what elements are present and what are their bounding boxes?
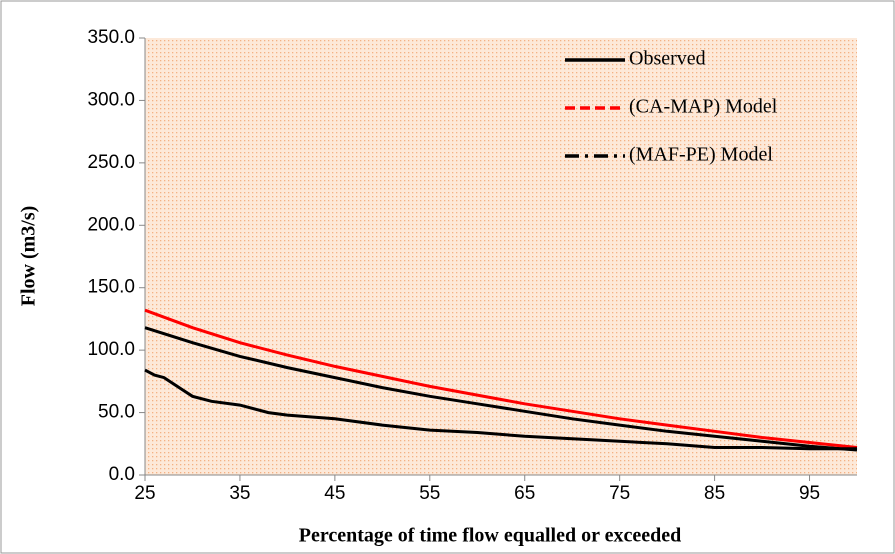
x-tick-label: 95	[799, 483, 820, 504]
x-tick-label: 55	[419, 483, 440, 504]
y-tick-label: 150.0	[87, 277, 135, 298]
legend-label: Observed	[629, 48, 706, 70]
x-tick-label: 35	[229, 483, 250, 504]
x-tick-label: 25	[134, 483, 155, 504]
y-tick-label: 50.0	[98, 402, 135, 423]
series-line	[144, 326, 858, 452]
x-tick-label: 85	[704, 483, 725, 504]
y-axis-title: Flow (m3/s)	[18, 206, 40, 307]
x-axis-title: Percentage of time flow equalled or exce…	[299, 525, 681, 547]
y-tick-label: 0.0	[109, 464, 135, 485]
y-tick-label: 200.0	[87, 214, 135, 235]
x-tick-label: 45	[324, 483, 345, 504]
x-tick-label: 75	[609, 483, 630, 504]
series-line	[144, 308, 858, 449]
legend-label: (CA-MAP) Model	[629, 96, 778, 118]
y-tick-label: 350.0	[87, 27, 135, 48]
y-tick-label: 100.0	[87, 339, 135, 360]
legend-label: (MAF-PE) Model	[629, 144, 773, 166]
y-tick-label: 300.0	[87, 89, 135, 110]
y-tick-label: 250.0	[87, 152, 135, 173]
plot-area	[145, 38, 857, 475]
x-tick-label: 65	[514, 483, 535, 504]
series-line	[144, 368, 857, 451]
